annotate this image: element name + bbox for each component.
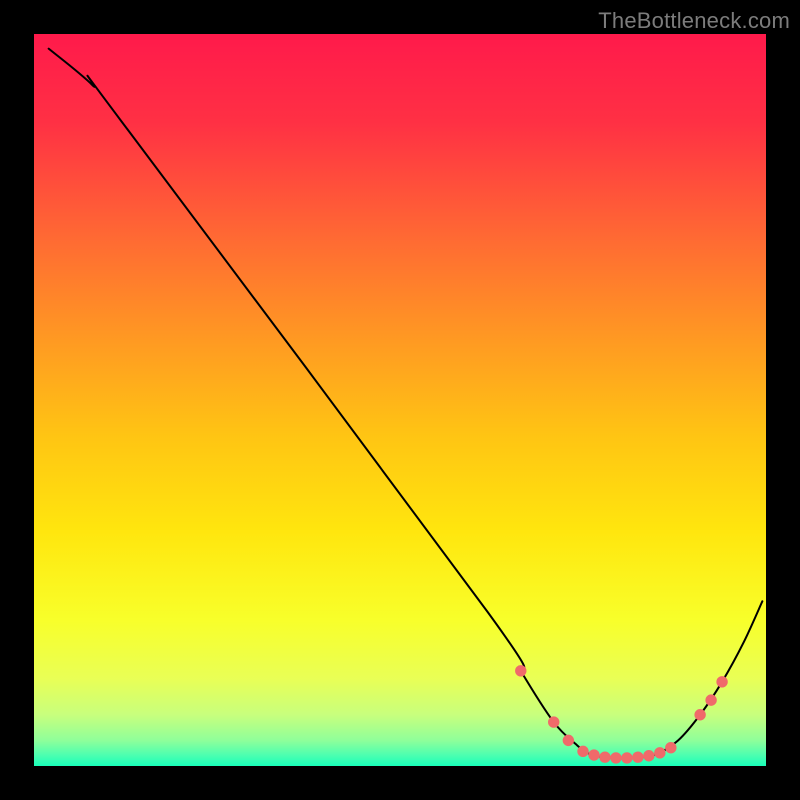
- plot-background-gradient: [34, 34, 766, 766]
- data-marker: [717, 677, 727, 687]
- data-marker: [622, 753, 632, 763]
- data-marker: [695, 710, 705, 720]
- data-marker: [644, 751, 654, 761]
- data-marker: [611, 753, 621, 763]
- data-marker: [655, 748, 665, 758]
- data-marker: [706, 695, 716, 705]
- data-marker: [633, 752, 643, 762]
- data-marker: [563, 735, 573, 745]
- chart-svg: [0, 0, 800, 800]
- watermark-text: TheBottleneck.com: [598, 8, 790, 34]
- data-marker: [578, 746, 588, 756]
- data-marker: [516, 666, 526, 676]
- data-marker: [666, 743, 676, 753]
- chart-root: TheBottleneck.com: [0, 0, 800, 800]
- data-marker: [589, 750, 599, 760]
- data-marker: [549, 717, 559, 727]
- data-marker: [600, 752, 610, 762]
